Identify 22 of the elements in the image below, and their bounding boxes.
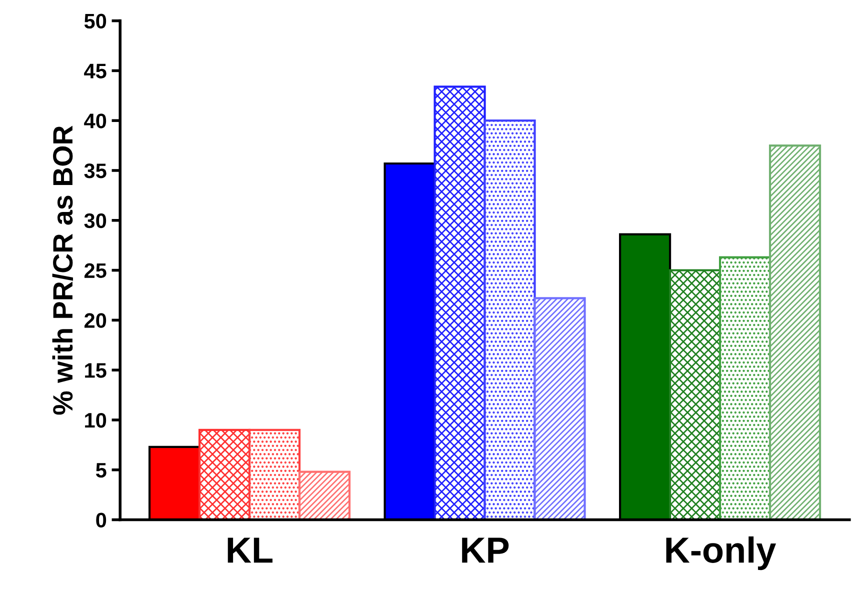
bar (434, 86, 486, 520)
bar (248, 428, 301, 520)
y-tick-label: 45 (84, 64, 106, 78)
y-tick-label: 20 (84, 313, 106, 328)
bar (198, 428, 251, 520)
bar (298, 470, 351, 520)
y-tick-label: 5 (96, 463, 106, 478)
y-tick-label: 30 (84, 213, 106, 228)
y-tick-label: 10 (85, 412, 106, 428)
y-axis-title: % with PR/CR as BOR (52, 126, 73, 415)
y-tick-label: 0 (96, 512, 106, 528)
x-tick-label: KP (462, 538, 509, 563)
x-tick-label: KL (228, 538, 272, 563)
bar (484, 120, 536, 520)
bar (768, 144, 822, 520)
y-tick-label: 15 (85, 363, 106, 378)
x-tick-label: K-only (666, 536, 776, 570)
y-tick-label: 50 (84, 14, 106, 29)
y-tick-label: 40 (84, 114, 106, 128)
bar (534, 297, 586, 520)
y-tick-label: 25 (84, 263, 106, 278)
y-tick-label: 35 (84, 163, 106, 178)
